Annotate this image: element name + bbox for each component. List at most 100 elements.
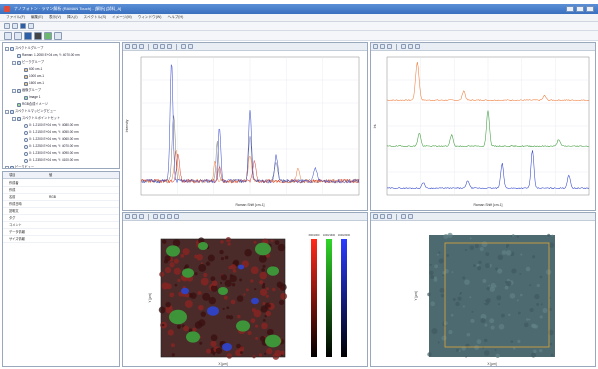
property-row[interactable]: 作成日時 <box>3 201 119 208</box>
image-view-icon[interactable] <box>34 31 42 40</box>
menu-window[interactable]: ウィンドウ(W) <box>137 15 162 19</box>
tree-item[interactable]: - ピークグループ <box>12 59 44 66</box>
map-noise <box>258 353 263 357</box>
menu-edit[interactable]: 編集(E) <box>30 15 43 19</box>
select-region-icon[interactable] <box>153 214 158 219</box>
open-folder-icon[interactable] <box>12 23 18 29</box>
map-noise <box>239 351 243 355</box>
map-x-label: X [μm] <box>218 362 227 366</box>
cursor-icon[interactable] <box>153 44 158 49</box>
settings-icon[interactable] <box>174 214 179 219</box>
tree-item[interactable]: X: 1.2150 E+04 nm, Y: 4050.00 nm <box>19 129 79 136</box>
tree-expander-icon[interactable]: - <box>12 60 16 65</box>
menu-spectrum[interactable]: スペクトル(S) <box>83 15 107 19</box>
close-button[interactable] <box>586 6 594 12</box>
menu-image[interactable]: イメージ(M) <box>112 15 132 19</box>
spectrum-series <box>140 64 360 184</box>
zoom-out-icon[interactable] <box>380 214 385 219</box>
pan-icon[interactable] <box>387 214 392 219</box>
property-row[interactable]: 名前 RGB <box>3 194 119 201</box>
save-icon[interactable] <box>20 23 26 29</box>
zoom-in-icon[interactable] <box>125 214 130 219</box>
tree-expander-icon[interactable]: - <box>5 109 9 114</box>
copy-icon[interactable] <box>181 44 186 49</box>
settings-icon[interactable] <box>415 44 420 49</box>
tree-expander-icon[interactable]: - <box>12 88 16 93</box>
menu-view[interactable]: 表示(V) <box>48 15 61 19</box>
layout-icon[interactable] <box>4 31 12 40</box>
tree-expander-icon[interactable]: - <box>12 116 16 121</box>
tree-item[interactable]: RGB合成イメージ <box>12 101 48 108</box>
selection-rectangle[interactable] <box>444 242 550 348</box>
menu-file[interactable]: ファイル(F) <box>6 15 25 19</box>
menu-insert[interactable]: 挿入(I) <box>66 15 78 19</box>
maximize-button[interactable] <box>576 6 584 12</box>
tree-expander-icon[interactable]: - <box>5 165 9 169</box>
analysis-icon[interactable] <box>44 31 52 40</box>
property-row[interactable]: タグ <box>3 215 119 222</box>
property-row[interactable]: 説明文 <box>3 208 119 215</box>
tree-item[interactable]: - スペクトルマッピングビュー <box>5 108 56 115</box>
tree-item[interactable]: X: 1.2300 E+04 nm, Y: 4090.00 nm <box>19 150 79 157</box>
tree-item[interactable]: - ピークビュー <box>5 164 34 169</box>
colormap-icon[interactable] <box>160 214 165 219</box>
minimize-button[interactable] <box>566 6 574 12</box>
new-file-icon[interactable] <box>4 23 10 29</box>
zoom-in-icon[interactable] <box>373 44 378 49</box>
folder-icon <box>10 165 14 168</box>
tree-item[interactable]: - 画像グループ <box>12 87 41 94</box>
baseline-icon[interactable] <box>167 44 172 49</box>
image-texture-speck <box>443 321 448 326</box>
image-texture-speck <box>548 242 555 248</box>
zoom-in-icon[interactable] <box>373 214 378 219</box>
zoom-in-icon[interactable] <box>125 44 130 49</box>
tree-item[interactable]: X: 1.2250 E+04 nm, Y: 4070.00 nm <box>19 143 79 150</box>
tree-item[interactable]: X: 1.2350 E+04 nm, Y: 4100.00 nm <box>19 157 79 164</box>
zoom-out-icon[interactable] <box>132 214 137 219</box>
copy-icon[interactable] <box>408 44 413 49</box>
image-texture-speck <box>534 294 540 300</box>
zoom-out-icon[interactable] <box>380 44 385 49</box>
zoom-out-icon[interactable] <box>132 44 137 49</box>
optical-image-plot[interactable]: X [μm] Y [μm] <box>371 221 595 366</box>
stacked-spectrum-plot[interactable]: Raman Shift [cm-1] Int. <box>371 51 595 210</box>
tree-item[interactable]: X: 1.2100 E+04 nm, Y: 4080.00 nm <box>19 122 79 129</box>
peak-icon[interactable] <box>160 44 165 49</box>
spectrum-plot[interactable]: Raman Shift [cm-1] Intensity <box>123 51 367 210</box>
pan-icon[interactable] <box>139 214 144 219</box>
menu-help[interactable]: ヘルプ(H) <box>167 15 184 19</box>
raman-map-plot[interactable]: X [μm] Y [μm] 600/1000 1000/1600 1600/20… <box>123 221 367 366</box>
image-texture-speck <box>498 303 501 306</box>
select-region-icon[interactable] <box>401 214 406 219</box>
tree-item-label: スペクトルマッピングビュー <box>15 109 57 113</box>
property-name: サイズ情報 <box>9 237 25 241</box>
spectrum-view-icon[interactable] <box>24 31 32 40</box>
tree-item[interactable]: 600 cm-1 <box>19 66 42 73</box>
pan-icon[interactable] <box>139 44 144 49</box>
map-noise <box>228 315 234 320</box>
pan-icon[interactable] <box>387 44 392 49</box>
settings-icon[interactable] <box>188 44 193 49</box>
cursor-icon[interactable] <box>401 44 406 49</box>
property-row[interactable]: コメント <box>3 222 119 229</box>
tree-item[interactable]: X: 1.2200 E+04 nm, Y: 4060.00 nm <box>19 136 79 143</box>
tree-item[interactable]: 1000 cm-1 <box>19 73 44 80</box>
tree-expander-icon[interactable]: - <box>5 46 9 51</box>
grid-icon[interactable] <box>14 31 22 40</box>
tree-item-label: Image 1 <box>29 95 41 99</box>
tree-item[interactable]: - スペクトルポイントセット <box>12 115 60 122</box>
property-row[interactable]: 作成 <box>3 187 119 194</box>
property-row[interactable]: サイズ情報 <box>3 236 119 243</box>
tree-item[interactable]: Raman: 1.2050 E+04 cm, Y: 4070.00 nm <box>12 52 80 59</box>
copy-icon[interactable] <box>408 214 413 219</box>
property-row[interactable]: データ情報 <box>3 229 119 236</box>
tree-item[interactable]: Image 1 <box>19 94 41 101</box>
tree-item[interactable]: - スペクトルグループ <box>5 45 43 52</box>
export-icon[interactable] <box>54 31 62 40</box>
tree-item[interactable]: 1600 cm-1 <box>19 80 44 87</box>
image-texture-speck <box>510 340 514 343</box>
print-icon[interactable] <box>28 23 34 29</box>
property-row[interactable]: 作成者 <box>3 180 119 187</box>
spectrum-line <box>140 64 360 184</box>
copy-icon[interactable] <box>167 214 172 219</box>
